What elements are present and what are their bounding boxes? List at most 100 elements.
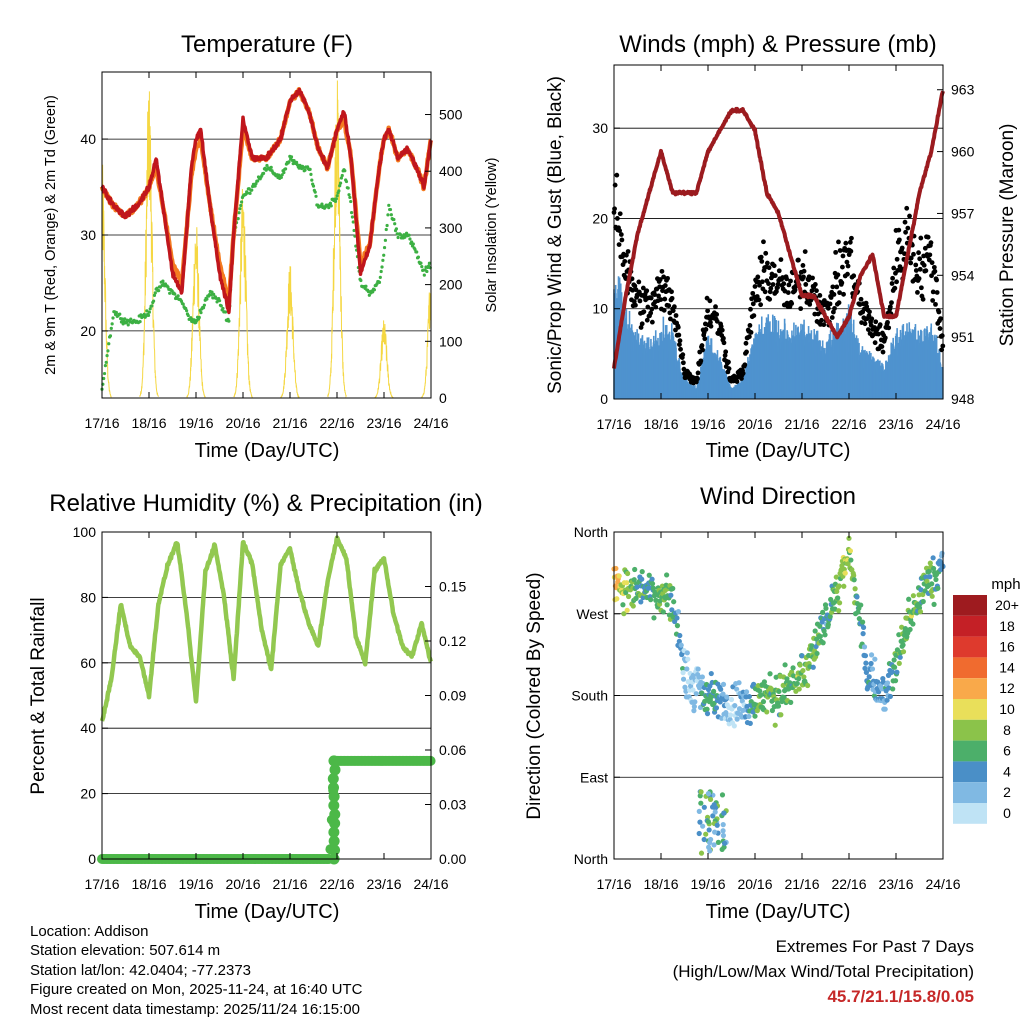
x-tick-label: 18/16 [643,416,678,432]
x-tick-label: 20/16 [225,415,260,431]
gust-point [770,282,776,287]
direction-point [699,674,705,680]
winds-left-ticks: 0 10 20 30 [592,120,620,407]
y2-tick-label: 300 [439,220,463,236]
gust-point [722,352,728,358]
direction-point [632,566,638,573]
direction-point [677,632,683,639]
direction-point [851,577,857,583]
precip-point [327,773,339,785]
direction-point [882,706,888,712]
precip-point [329,764,341,776]
gust-point [920,296,926,302]
gust-point [656,293,661,299]
gust-point [796,257,801,263]
x-tick-label: 22/16 [319,415,354,431]
direction-point [692,699,698,705]
gust-point [616,242,622,247]
direction-point [705,791,712,797]
direction-point [680,670,686,676]
y2-tick-label: 400 [439,163,463,179]
direction-point [847,548,854,554]
direction-point [707,848,713,854]
gust-point [619,237,625,243]
direction-point [801,674,807,680]
direction-point [836,608,842,614]
gust-point [752,284,758,289]
dewpoint-point [339,176,344,180]
y-tick-label: 0 [600,391,608,407]
y-tick-label: 20 [592,210,608,226]
gust-point [886,325,892,331]
gust-point [758,254,764,260]
dewpoint-point [254,182,258,186]
gust-point [774,289,779,294]
direction-point [900,649,907,655]
y-tick-label: 20 [80,323,96,339]
humidity-right-ticks: 0.00 0.03 0.06 0.09 0.12 0.15 [425,579,466,867]
x-tick-label: 18/16 [643,876,678,892]
temperature-right-ticks: 0 100 200 300 400 500 [425,107,463,406]
precip-point [328,835,340,847]
gust-point [889,281,895,286]
legend-swatch [953,761,987,783]
legend-label: 6 [1003,743,1011,759]
direction-point [836,583,842,589]
dewpoint-point [192,318,196,322]
direction-chart: Wind Direction North East South West North 1… [524,483,1021,923]
solar-series [374,320,394,399]
direction-point [714,822,720,828]
direction-point [823,605,829,611]
gust-point [652,292,658,298]
direction-point [841,583,847,589]
dewpoint-point [181,302,185,306]
direction-point [790,665,796,671]
dewpoint-point [382,245,387,250]
dewpoint-point [104,360,108,364]
direction-point [704,711,711,717]
dewpoint-point [256,179,260,183]
direction-point [860,624,867,631]
direction-point [630,603,636,609]
direction-point [688,683,694,689]
direction-point [796,676,802,682]
direction-point [935,585,941,591]
dewpoint-point [148,307,152,311]
gust-point [680,360,686,366]
humidity-plot-area [97,535,436,865]
gust-point [612,206,617,212]
dewpoint-point [123,317,127,321]
y2-tick-label: 954 [951,267,975,283]
direction-point [668,592,674,598]
gust-point [755,274,761,280]
dewpoint-point [114,310,118,315]
gust-point [644,288,650,294]
x-tick-label: 19/16 [690,876,725,892]
gust-point [897,264,903,270]
legend-label: 0 [1003,805,1011,821]
dewpoint-point [102,371,107,376]
direction-point [799,653,805,659]
direction-point [866,674,872,680]
y2-tick-label: 0.12 [439,633,466,649]
direction-point [621,611,627,617]
dewpoint-point [283,167,288,171]
x-tick-label: 22/16 [319,876,354,892]
direction-point [781,694,787,701]
dewpoint-point [217,299,222,303]
direction-point [675,609,681,615]
x-tick-label: 23/16 [878,416,913,432]
dewpoint-point [289,155,294,159]
gust-point [633,302,638,308]
direction-point [695,666,701,672]
precip-point [328,791,340,803]
gust-point [661,307,667,313]
direction-point [746,693,752,700]
direction-point [631,577,637,583]
direction-point [794,680,800,687]
extremes-title: Extremes For Past 7 Days [775,937,974,956]
gust-point [748,329,754,335]
direction-point [703,831,709,837]
latlon-text: Station lat/lon: 42.0404; -77.2373 [30,961,252,979]
dewpoint-point [333,199,338,204]
